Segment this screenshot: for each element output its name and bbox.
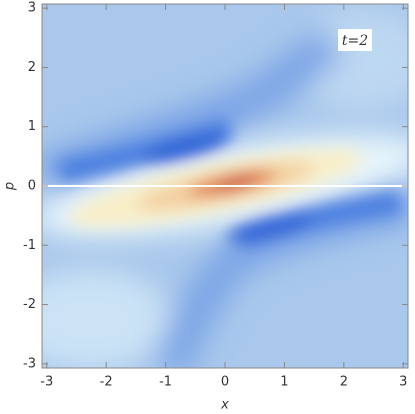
- y-tick-label: -1: [23, 238, 36, 253]
- x-tick-label: -2: [100, 375, 113, 390]
- annotation: t=2: [342, 33, 368, 49]
- y-tick-label: -2: [23, 297, 36, 312]
- x-tick-label: 0: [221, 375, 229, 390]
- x-tick-label: 1: [280, 375, 288, 390]
- annotation-box: [338, 29, 372, 51]
- density-field: [42, 4, 408, 368]
- x-tick-label: 2: [340, 375, 348, 390]
- y-tick-label: 2: [28, 60, 36, 75]
- y-tick-label: 0: [28, 179, 36, 194]
- x-axis-label: x: [220, 398, 229, 413]
- y-axis-label: p: [3, 182, 18, 191]
- y-tick-label: 1: [28, 119, 36, 134]
- x-tick-label: -3: [40, 375, 53, 390]
- x-tick-label: 3: [399, 375, 407, 390]
- y-tick-label: 3: [28, 1, 36, 16]
- y-tick-label: -3: [23, 356, 36, 371]
- x-tick-label: -1: [159, 375, 172, 390]
